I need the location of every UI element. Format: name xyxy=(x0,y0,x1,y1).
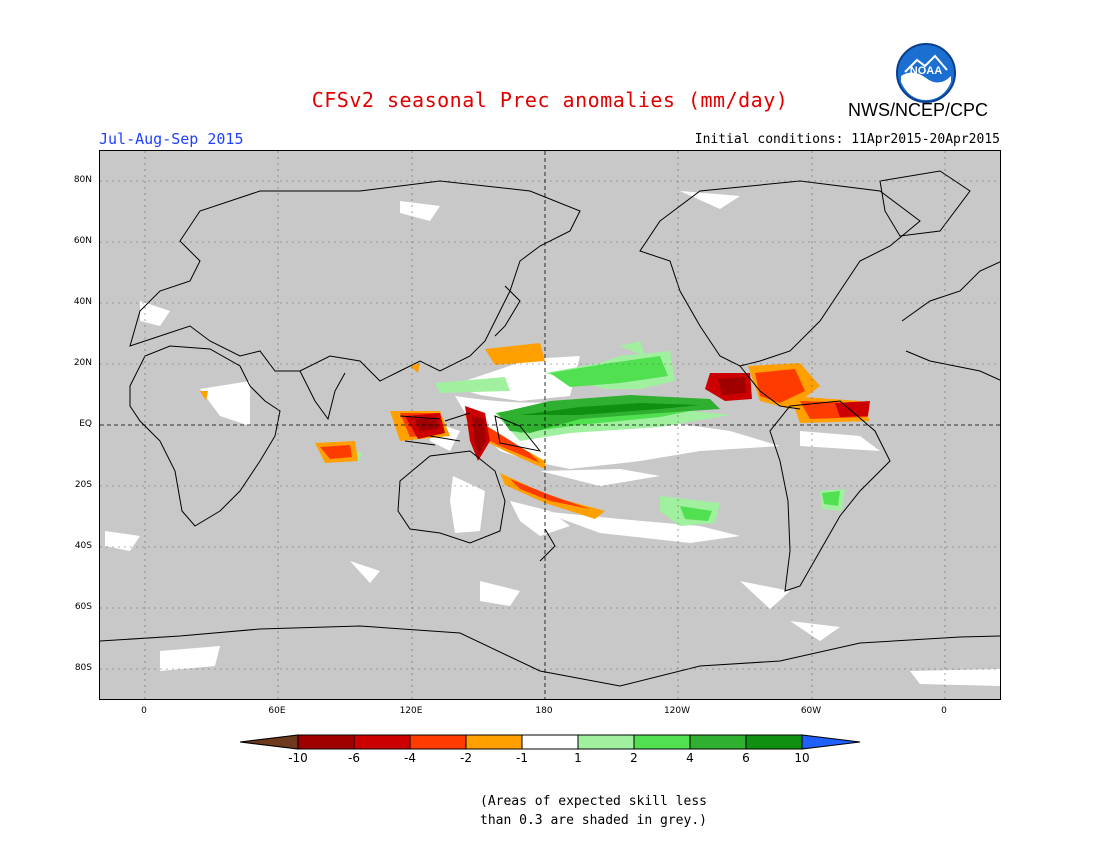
agency-label: NWS/NCEP/CPC xyxy=(848,100,989,120)
noaa-logo: NOAA xyxy=(896,43,956,103)
lon-label-120e: 120E xyxy=(399,706,423,716)
lat-label-20s: 20S xyxy=(74,480,92,490)
skill-note-line2: than 0.3 are shaded in grey.) xyxy=(480,813,707,828)
lat-label-eq: EQ xyxy=(79,419,92,429)
map-svg xyxy=(100,151,1000,699)
colorbar-tick-label: 4 xyxy=(686,751,694,765)
noaa-logo-text: NOAA xyxy=(910,65,942,77)
coastlines xyxy=(100,170,1000,687)
lat-label-40s: 40S xyxy=(74,541,92,551)
colorbar-tick-label: -2 xyxy=(460,751,472,765)
colorbar-box xyxy=(633,734,691,750)
skill-note-line1: (Areas of expected skill less xyxy=(480,794,707,809)
lon-label-60e: 60E xyxy=(268,706,286,716)
colorbar-tick-label: 2 xyxy=(630,751,638,765)
colorbar-box xyxy=(297,734,355,750)
grid xyxy=(100,151,1000,699)
lat-label-80n: 80N xyxy=(73,175,92,185)
colorbar-tick-label: -6 xyxy=(348,751,360,765)
lon-label-60w: 60W xyxy=(800,706,822,716)
colorbar-box xyxy=(521,734,579,750)
skill-note: (Areas of expected skill less than 0.3 a… xyxy=(430,792,770,830)
colorbar-box xyxy=(353,734,411,750)
initial-conditions-label: Initial conditions: 11Apr2015-20Apr2015 xyxy=(694,132,1000,147)
season-label: Jul-Aug-Sep 2015 xyxy=(99,130,244,148)
lat-label-60s: 60S xyxy=(74,602,92,612)
colorbar-box xyxy=(689,734,747,750)
colorbar-box xyxy=(745,734,803,750)
lat-label-60n: 60N xyxy=(73,236,92,246)
colorbar-tick-label: -10 xyxy=(288,751,308,765)
colorbar-tick-label: 10 xyxy=(794,751,810,765)
colorbar-tick-label: -1 xyxy=(516,751,528,765)
lat-label-20n: 20N xyxy=(73,358,92,368)
darkest-green-patches xyxy=(520,403,700,415)
colorbar xyxy=(240,734,861,750)
colorbar-box xyxy=(465,734,523,750)
colorbar-arrow-right xyxy=(801,734,861,750)
colorbar-tick-label: -4 xyxy=(404,751,416,765)
darkest-red-patches xyxy=(415,377,746,456)
chart-title: CFSv2 seasonal Prec anomalies (mm/day) xyxy=(311,88,789,112)
equator-dateline xyxy=(100,151,1000,699)
lat-label-40n: 40N xyxy=(73,297,92,307)
colorbar-arrow-left xyxy=(240,734,299,750)
lat-label-80s: 80S xyxy=(74,663,92,673)
lon-label-0-east: 0 xyxy=(941,706,947,716)
colorbar-box xyxy=(409,734,467,750)
lon-label-180: 180 xyxy=(535,706,553,716)
lon-label-120w: 120W xyxy=(663,706,691,716)
white-patches xyxy=(105,191,1000,686)
lon-label-0-west: 0 xyxy=(141,706,147,716)
colorbar-box xyxy=(577,734,635,750)
colorbar-tick-label: 6 xyxy=(742,751,750,765)
map-panel xyxy=(99,150,1001,700)
colorbar-tick-label: 1 xyxy=(574,751,582,765)
